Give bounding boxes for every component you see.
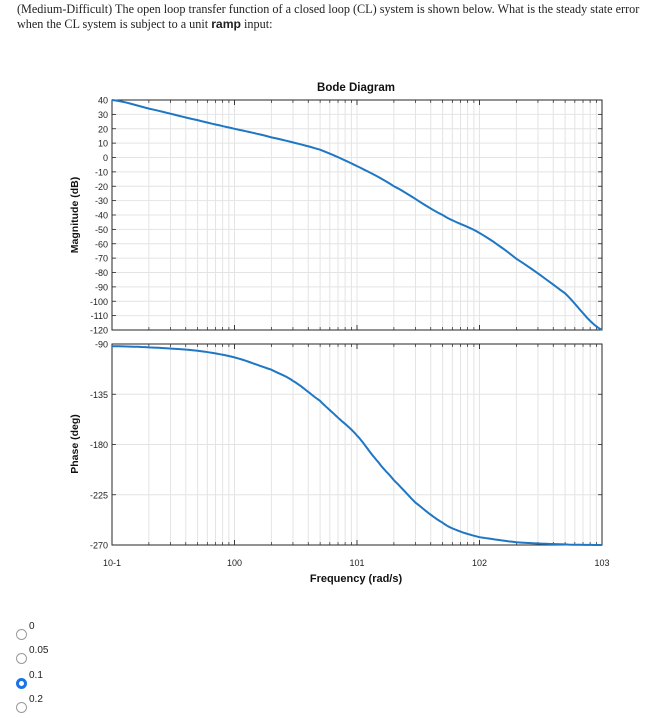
magnitude-axis-label: Magnitude (dB) (69, 177, 81, 253)
answer-option[interactable]: 0.05 (16, 644, 49, 664)
magnitude-tick-label: -110 (91, 311, 108, 321)
answer-option[interactable]: 0 (16, 620, 35, 640)
x-tick-label: 102 (472, 558, 487, 568)
phase-tick-label: -90 (95, 340, 108, 350)
question-prefix: (Medium-Difficult) The open loop transfe… (17, 2, 640, 31)
phase-axis-label: Phase (deg) (69, 414, 81, 474)
phase-tick-label: -135 (90, 390, 108, 400)
question-keyword: ramp (211, 17, 241, 31)
x-tick-label: 100 (227, 558, 242, 568)
answer-option-label: 0.1 (29, 669, 43, 681)
magnitude-tick-label: -90 (95, 282, 108, 292)
phase-tick-label: -180 (90, 440, 108, 450)
magnitude-tick-label: -30 (95, 196, 108, 206)
answer-option-label: 0.2 (29, 693, 43, 705)
x-tick-label: 10-1 (103, 558, 121, 568)
phase-axes: -90 -135 -180 -225 -270 10-1 100 101 102 103 (90, 340, 610, 569)
magnitude-tick-label: -80 (95, 268, 108, 278)
radio-button[interactable] (16, 677, 27, 689)
question-text: (Medium-Difficult) The open loop transfe… (17, 2, 647, 32)
answer-option[interactable]: 0.1 (16, 669, 43, 689)
chart-title: Bode Diagram (317, 82, 395, 94)
answer-option-label: 0.05 (29, 644, 49, 656)
magnitude-tick-label: -100 (90, 297, 108, 307)
magnitude-tick-label: 10 (98, 139, 108, 149)
bode-diagram: 403020100-10-20-30-40-50-60-70-80-90-100… (69, 82, 610, 585)
phase-frame (111, 343, 603, 546)
magnitude-tick-label: -20 (95, 182, 108, 192)
magnitude-tick-label: -60 (95, 239, 108, 249)
answer-option[interactable]: 0.2 (16, 693, 43, 713)
phase-tick-label: -270 (90, 541, 108, 551)
magnitude-tick-label: -10 (95, 167, 108, 177)
x-tick-label: 103 (594, 558, 609, 568)
magnitude-tick-label: -120 (90, 326, 108, 336)
phase-tick-label: -225 (90, 490, 108, 500)
magnitude-tick-label: 20 (98, 124, 108, 134)
magnitude-tick-label: 0 (103, 153, 108, 163)
magnitude-tick-label: 30 (98, 110, 108, 120)
answer-option-label: 0 (29, 620, 35, 632)
magnitude-tick-label: -50 (95, 225, 108, 235)
x-axis-label: Frequency (rad/s) (310, 573, 403, 585)
magnitude-tick-label: 40 (98, 96, 108, 106)
magnitude-series-line (111, 99, 603, 331)
radio-button[interactable] (16, 701, 27, 713)
magnitude-tick-label: -40 (95, 211, 108, 221)
x-tick-label: 101 (349, 558, 364, 568)
radio-button[interactable] (16, 652, 27, 664)
radio-button[interactable] (16, 628, 27, 640)
magnitude-tick-label: -70 (95, 254, 108, 264)
question-suffix: input: (241, 17, 273, 31)
phase-series-line (111, 345, 602, 546)
magnitude-frame (111, 99, 603, 331)
magnitude-axes: 40 30 20 10 0 -10 -20 -30 -40 -50 -60 -70 -80 -90 -100… (90, 96, 603, 336)
